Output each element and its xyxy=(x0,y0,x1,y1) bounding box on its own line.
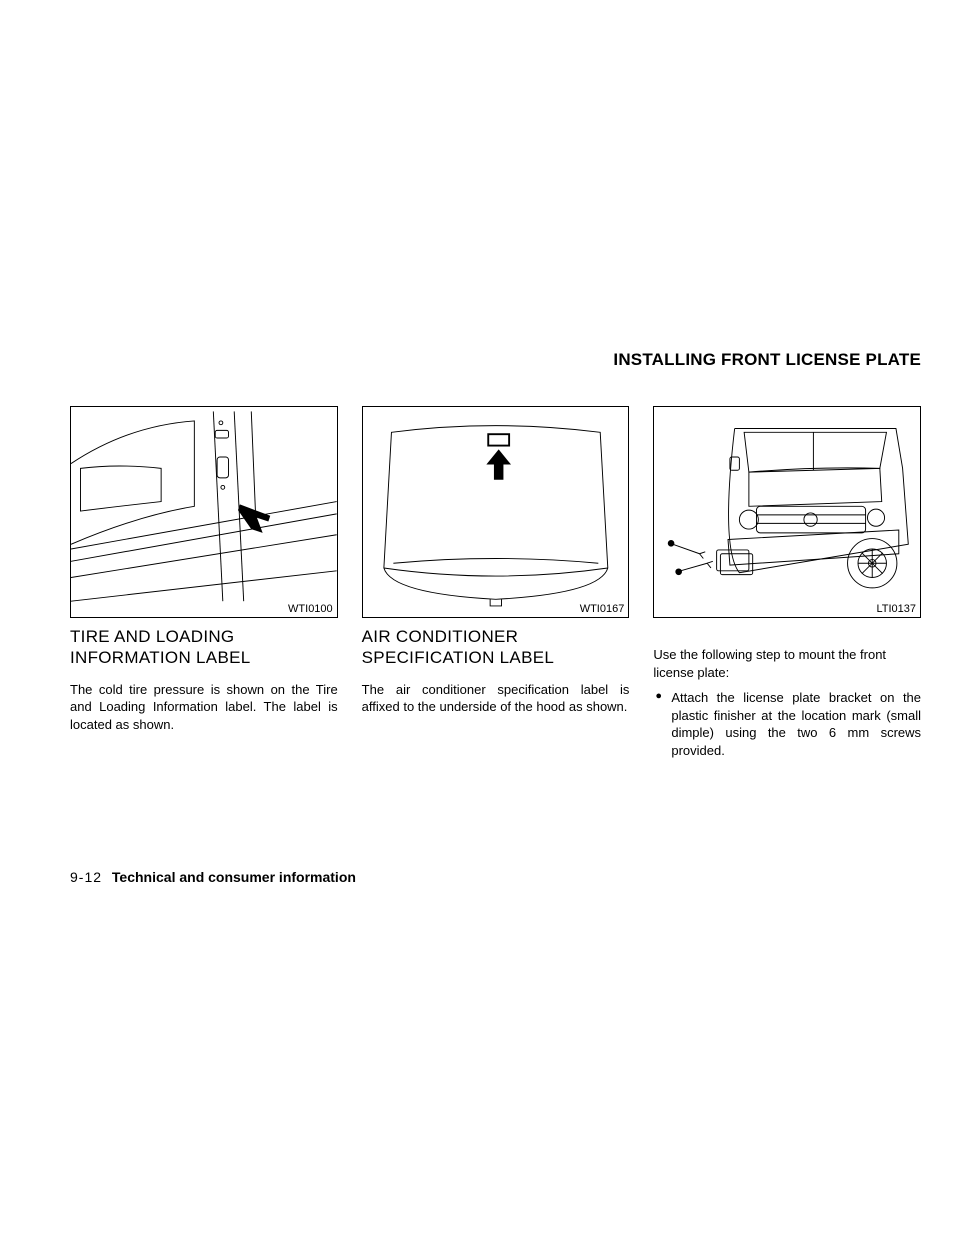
subheading-ac: AIR CONDITIONER SPECIFICATION LABEL xyxy=(362,626,630,669)
section-title: INSTALLING FRONT LICENSE PLATE xyxy=(613,350,921,370)
column-3: LTI0137 Use the following step to mount … xyxy=(653,406,921,759)
figure-license-plate: LTI0137 xyxy=(653,406,921,618)
page-footer: 9-12 Technical and consumer information xyxy=(70,869,356,885)
footer-section: Technical and consumer information xyxy=(112,869,356,885)
figure-code: WTI0167 xyxy=(580,603,625,615)
subheading-tire: TIRE AND LOADING INFORMATION LABEL xyxy=(70,626,338,669)
steps-list: Attach the license plate bracket on the … xyxy=(653,689,921,759)
figure-code: LTI0137 xyxy=(876,603,916,615)
intro-text: Use the following step to mount the fron… xyxy=(653,646,921,681)
body-tire: The cold tire pressure is shown on the T… xyxy=(70,681,338,734)
label-icon xyxy=(488,434,509,445)
truck-front-illustration xyxy=(654,407,920,617)
figure-ac-label: WTI0167 xyxy=(362,406,630,618)
column-2: WTI0167 AIR CONDITIONER SPECIFICATION LA… xyxy=(362,406,630,759)
figure-code: WTI0100 xyxy=(288,603,333,615)
page-number: 9-12 xyxy=(70,869,102,885)
list-item: Attach the license plate bracket on the … xyxy=(671,689,921,759)
figure-tire-label: WTI0100 xyxy=(70,406,338,618)
content-columns: WTI0100 TIRE AND LOADING INFORMATION LAB… xyxy=(70,406,921,759)
manual-page: INSTALLING FRONT LICENSE PLATE xyxy=(0,0,954,1235)
hood-illustration xyxy=(363,407,629,617)
body-ac: The air conditioner specification label … xyxy=(362,681,630,716)
arrow-up-icon xyxy=(486,449,511,479)
column-1: WTI0100 TIRE AND LOADING INFORMATION LAB… xyxy=(70,406,338,759)
tire-label-illustration xyxy=(71,407,337,617)
